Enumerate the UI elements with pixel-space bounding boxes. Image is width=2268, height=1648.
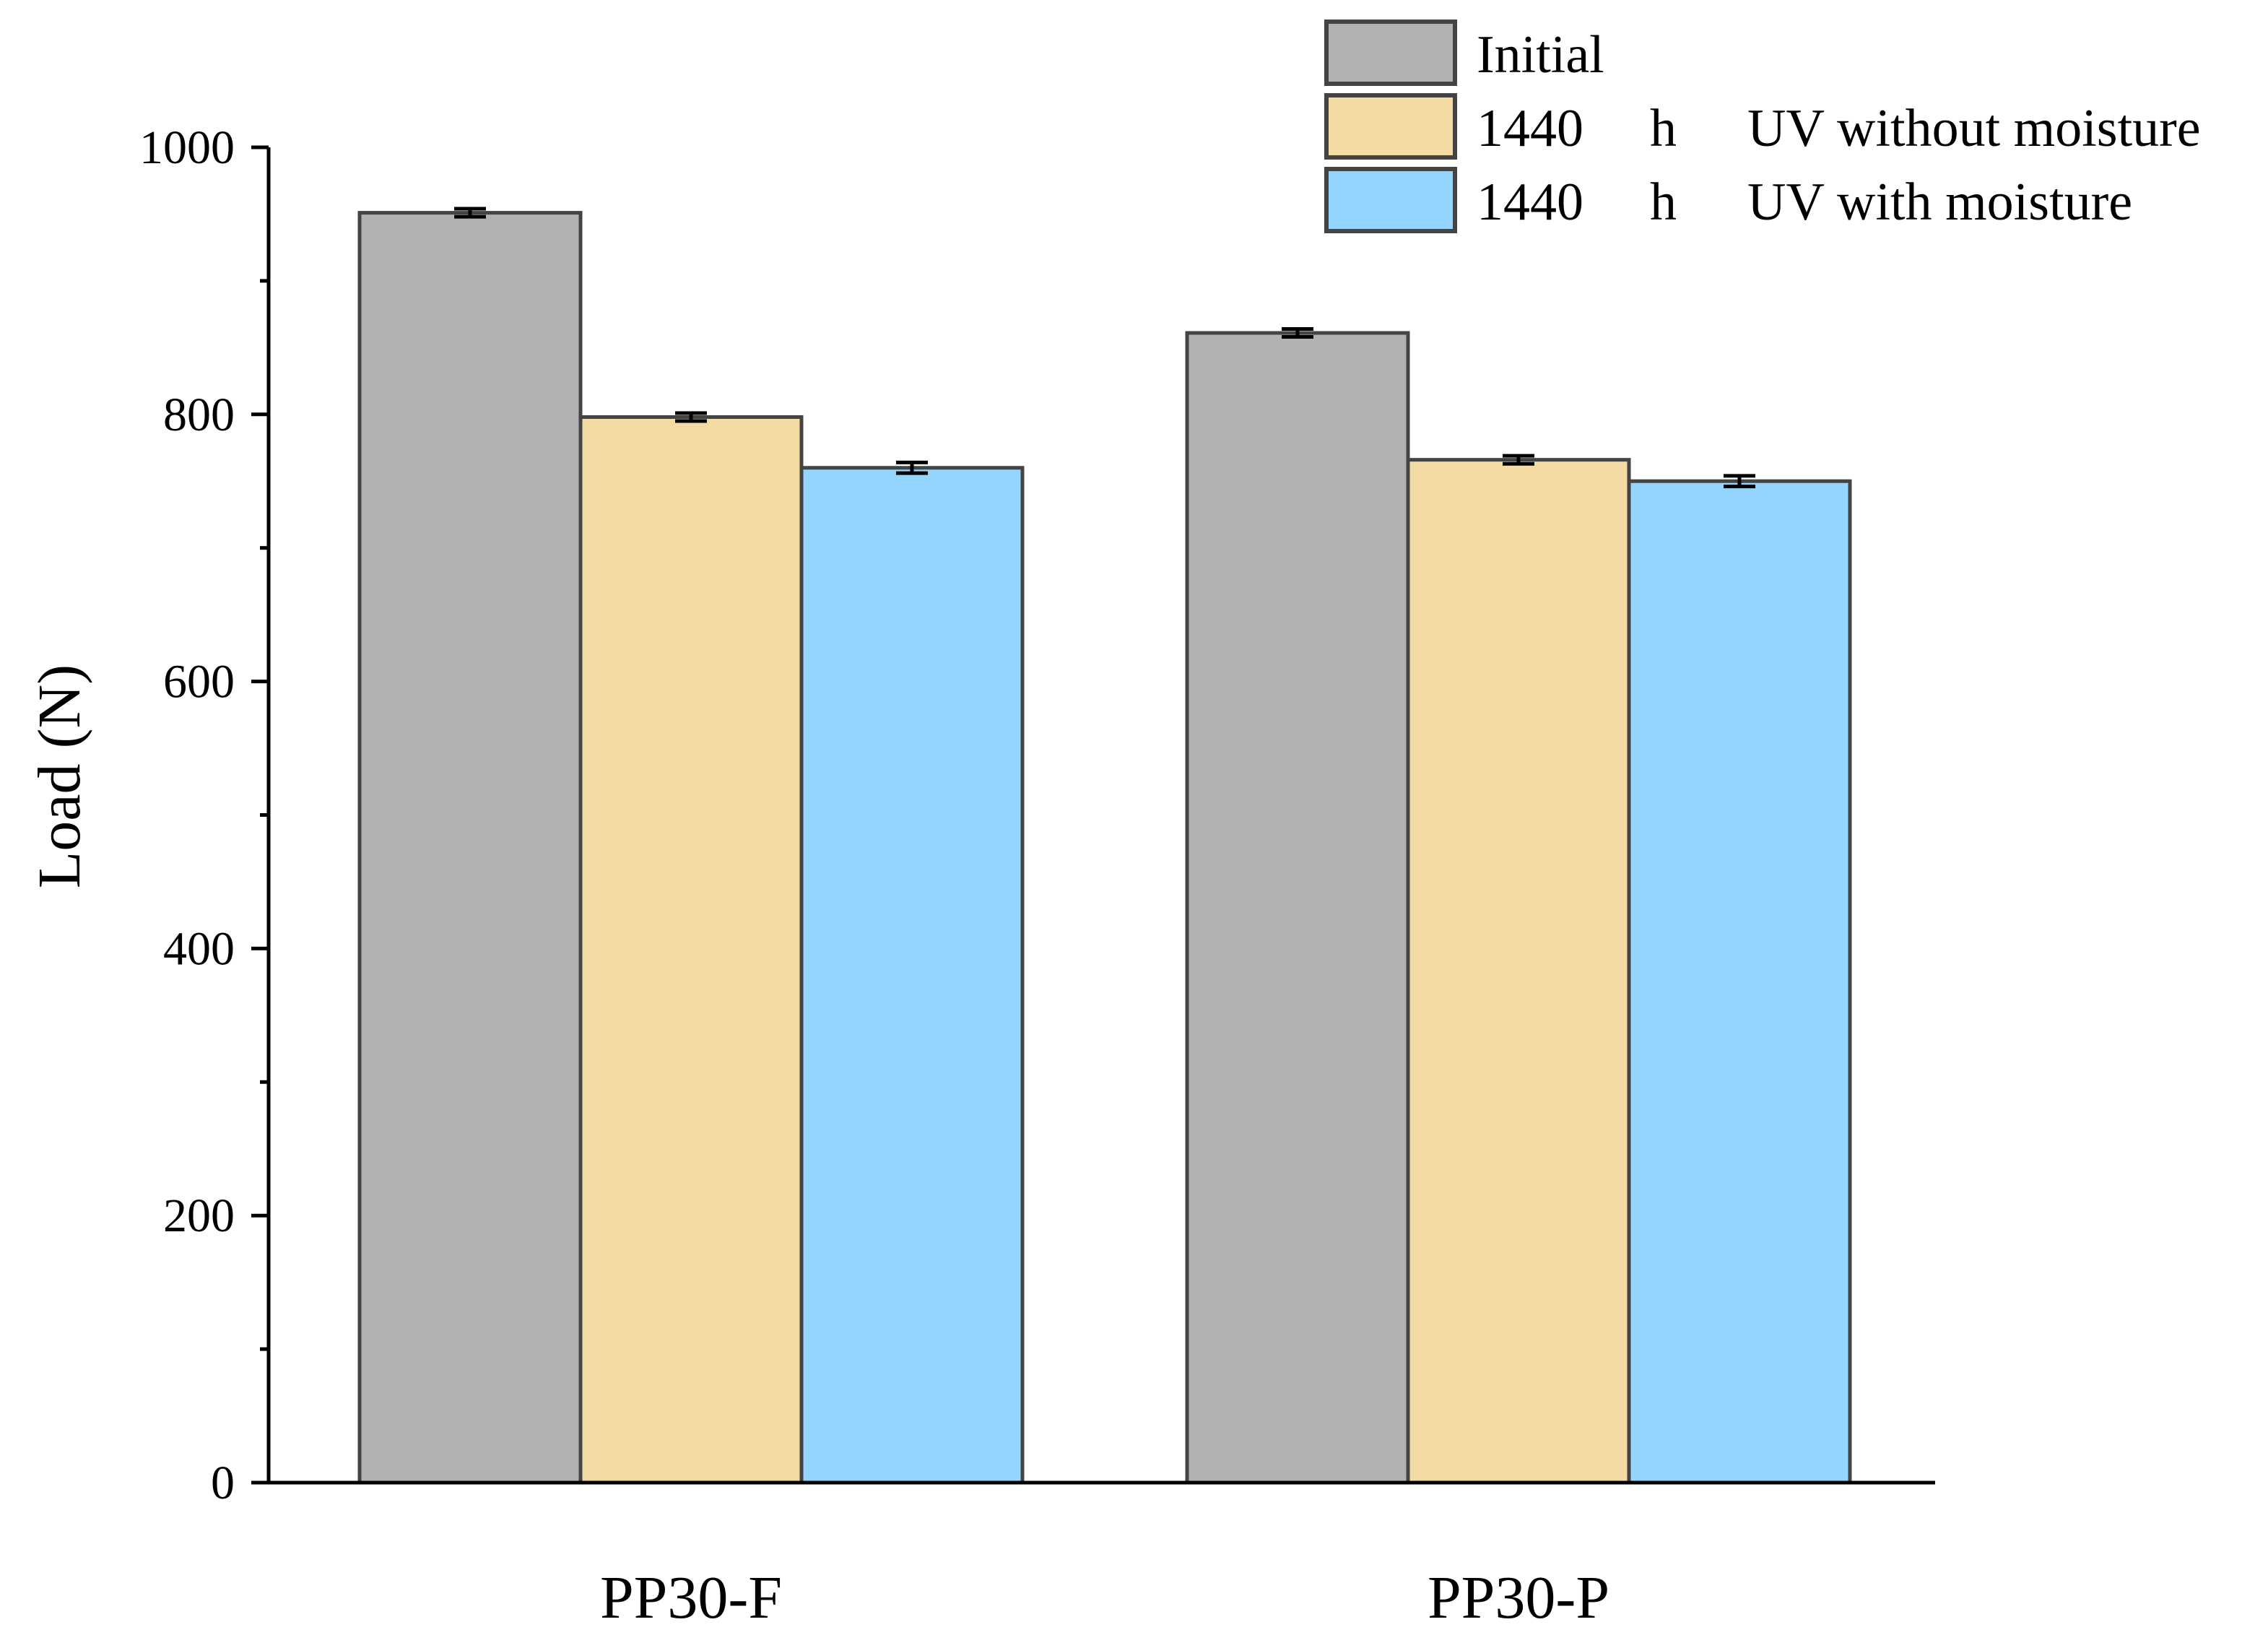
bar-PP30-P-0	[1185, 331, 1410, 1485]
bar-PP30-F-2	[799, 466, 1025, 1485]
legend-label: UV with moisture	[1747, 173, 2132, 232]
bar-PP30-P-1	[1406, 458, 1631, 1485]
y-tick-label: 800	[163, 389, 235, 441]
y-tick-label: 400	[163, 922, 235, 975]
x-tick-label: PP30-P	[1428, 1564, 1609, 1631]
y-axis-label: Load (N)	[26, 664, 93, 888]
y-tick-label: 0	[211, 1457, 235, 1509]
legend-label: h	[1650, 99, 1677, 158]
y-tick-label: 200	[163, 1189, 235, 1242]
legend-swatch	[1324, 93, 1457, 160]
legend-label: UV without moisture	[1747, 99, 2201, 158]
legend: Initial 1440 h UV without moisture 1440 h UV w…	[1324, 19, 2201, 233]
y-tick-label: 600	[163, 656, 235, 708]
legend-label: 1440	[1477, 173, 1583, 232]
x-tick-label: PP30-F	[600, 1564, 782, 1631]
legend-label: 1440	[1477, 99, 1583, 158]
legend-swatch	[1324, 167, 1457, 233]
legend-swatch	[1324, 19, 1457, 86]
legend-label: Initial	[1477, 25, 1604, 84]
bar-PP30-P-2	[1627, 479, 1852, 1485]
bar-PP30-F-0	[357, 211, 583, 1485]
bars-layer	[357, 207, 1852, 1485]
bar-PP30-F-1	[578, 415, 804, 1485]
legend-label: h	[1650, 173, 1677, 232]
y-tick-label: 1000	[139, 121, 235, 174]
axes-layer: PP30-F PP30-P 0 200 400 600 800 1000	[139, 121, 1935, 1631]
